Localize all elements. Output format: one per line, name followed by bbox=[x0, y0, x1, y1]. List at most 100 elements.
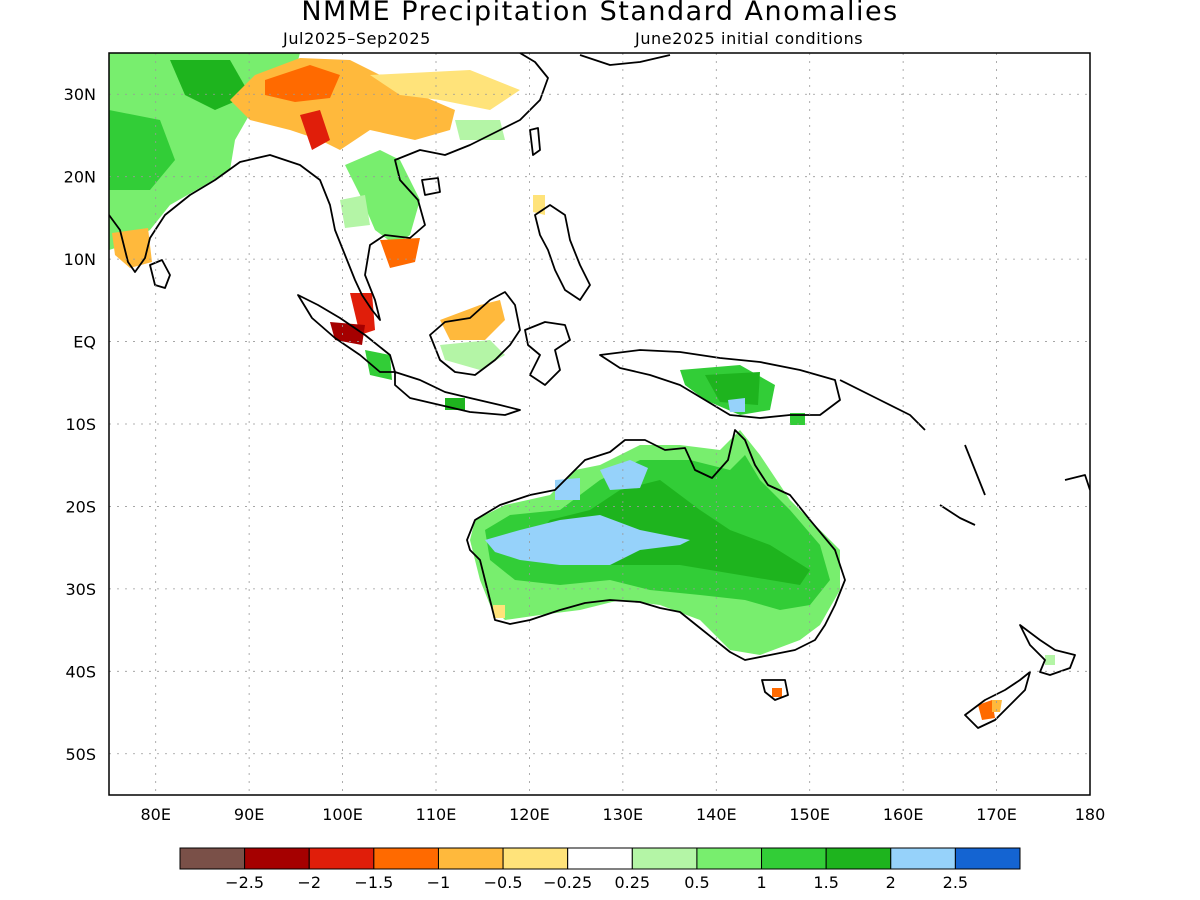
coast-java bbox=[394, 371, 521, 416]
legend-swatch bbox=[244, 847, 310, 870]
coast-sri-lanka bbox=[149, 259, 171, 289]
coast-nz-south bbox=[964, 671, 1031, 729]
anomaly-top-end-blue bbox=[600, 460, 648, 490]
lat-tick-label: 10S bbox=[65, 415, 96, 434]
anomaly-thailand-lightwet bbox=[340, 195, 370, 228]
legend-label: 1.5 bbox=[813, 873, 838, 892]
lon-tick-label: 150E bbox=[789, 805, 830, 824]
anomaly-fields bbox=[109, 53, 1055, 720]
lat-tick-label: 20S bbox=[65, 497, 96, 516]
legend-label: −1.5 bbox=[354, 873, 393, 892]
lat-tick-label: 30S bbox=[65, 580, 96, 599]
anomaly-western-australia-blue bbox=[485, 515, 690, 565]
anomaly-borneo-dry bbox=[440, 300, 505, 340]
lat-tick-label: 40S bbox=[65, 662, 96, 681]
lon-tick-label: 90E bbox=[234, 805, 264, 824]
legend-swatch bbox=[954, 847, 1021, 870]
lon-tick-label: 170E bbox=[976, 805, 1017, 824]
anomaly-india-sw-dry bbox=[112, 228, 152, 268]
legend-swatch bbox=[631, 847, 698, 870]
lon-tick-label: 140E bbox=[696, 805, 737, 824]
color-legend: −2.5 −2 −1.5 −1 −0.5 −0.25 0.25 0.5 1 1.5 2 2.5 bbox=[179, 847, 1021, 892]
coast-fiji bbox=[1064, 474, 1090, 491]
anomaly-sumatra-dry bbox=[330, 322, 365, 345]
lat-tick-label: 20N bbox=[64, 168, 96, 187]
anomaly-tibet-dry-core bbox=[265, 65, 340, 102]
coast-new-guinea bbox=[599, 349, 841, 419]
lon-tick-label: 110E bbox=[416, 805, 457, 824]
anomaly-china-light-dry bbox=[370, 70, 520, 110]
coast-sulawesi bbox=[524, 321, 571, 386]
anomaly-malaya-dry bbox=[350, 293, 375, 335]
lat-tick-labels: 30N 20N 10N EQ 10S 20S 30S 40S 50S bbox=[64, 85, 96, 764]
lon-tick-label: 120E bbox=[509, 805, 550, 824]
legend-swatch bbox=[373, 847, 439, 870]
coast-philippines bbox=[534, 204, 591, 301]
legend-swatch bbox=[567, 847, 633, 870]
anomaly-bay-bengal-wet bbox=[170, 60, 250, 110]
lon-tick-labels: 80E 90E 100E 110E 120E 130E 140E 150E 160E 170E 18… bbox=[140, 805, 1105, 824]
anomaly-new-guinea-bluefleck bbox=[728, 398, 745, 412]
coastlines bbox=[109, 53, 1090, 729]
lon-tick-label: 100E bbox=[322, 805, 363, 824]
anomaly-new-guinea-core bbox=[705, 372, 760, 405]
coast-australia bbox=[466, 429, 846, 661]
anomaly-vietnam-dry bbox=[380, 238, 420, 268]
anomaly-nz-lightdry bbox=[992, 700, 1002, 712]
coast-vanuatu bbox=[964, 444, 986, 496]
map-title: NMME Precipitation Standard Anomalies bbox=[301, 0, 899, 27]
season-label: Jul2025–Sep2025 bbox=[283, 29, 431, 48]
legend-swatch bbox=[696, 847, 763, 870]
legend-label: 0.25 bbox=[614, 873, 650, 892]
legend-swatch bbox=[437, 847, 504, 870]
anomaly-png-east-wet bbox=[790, 413, 805, 425]
legend-label: 2.5 bbox=[943, 873, 968, 892]
legend-label: 2 bbox=[886, 873, 896, 892]
lon-tick-label: 80E bbox=[140, 805, 170, 824]
legend-swatch bbox=[502, 847, 569, 870]
anomaly-swa-dry bbox=[493, 605, 505, 618]
anomaly-himalaya-red bbox=[300, 110, 330, 150]
legend-label: 1 bbox=[756, 873, 766, 892]
initial-conditions-label: June2025 initial conditions bbox=[635, 29, 864, 48]
gridlines bbox=[109, 53, 1090, 795]
lat-tick-label: 30N bbox=[64, 85, 96, 104]
anomaly-nz-dry bbox=[978, 700, 995, 720]
legend-label: −2.5 bbox=[225, 873, 264, 892]
lat-tick-label: EQ bbox=[73, 333, 96, 352]
anomaly-india-core-wet bbox=[109, 110, 175, 190]
coast-nz-north bbox=[1019, 624, 1076, 676]
legend-swatch bbox=[308, 847, 375, 870]
coast-tasmania bbox=[761, 679, 789, 701]
legend-label: −1 bbox=[427, 873, 451, 892]
map-frame bbox=[108, 52, 1091, 796]
legend-swatch bbox=[890, 847, 956, 870]
anomaly-kimberley-blue bbox=[555, 478, 580, 500]
legend-label: −0.5 bbox=[484, 873, 523, 892]
legend-swatch bbox=[825, 847, 892, 870]
lon-tick-label: 180 bbox=[1075, 805, 1106, 824]
anomaly-indochina-wet bbox=[345, 150, 420, 245]
legend-swatch bbox=[761, 847, 827, 870]
lat-tick-label: 50S bbox=[65, 745, 96, 764]
legend-label: −2 bbox=[297, 873, 321, 892]
lon-tick-label: 130E bbox=[603, 805, 644, 824]
anomaly-nz-north-wet bbox=[1045, 655, 1055, 665]
anomaly-east-china-wet bbox=[455, 120, 505, 140]
legend-swatch bbox=[179, 847, 246, 870]
coast-hainan bbox=[421, 177, 441, 196]
coast-new-caledonia bbox=[939, 504, 976, 526]
anomaly-tibet-dry bbox=[230, 58, 455, 150]
legend-label: −0.25 bbox=[543, 873, 592, 892]
anomaly-borneo-wet bbox=[440, 340, 505, 370]
coast-japan bbox=[579, 54, 671, 66]
coast-asia-mainland bbox=[109, 53, 549, 321]
coast-taiwan bbox=[529, 127, 541, 156]
anomaly-tasmania-dry bbox=[772, 688, 782, 697]
lat-tick-label: 10N bbox=[64, 250, 96, 269]
coast-solomon-islands bbox=[839, 379, 926, 431]
coast-borneo bbox=[429, 291, 521, 376]
lon-tick-label: 160E bbox=[883, 805, 924, 824]
legend-label: 0.5 bbox=[684, 873, 709, 892]
